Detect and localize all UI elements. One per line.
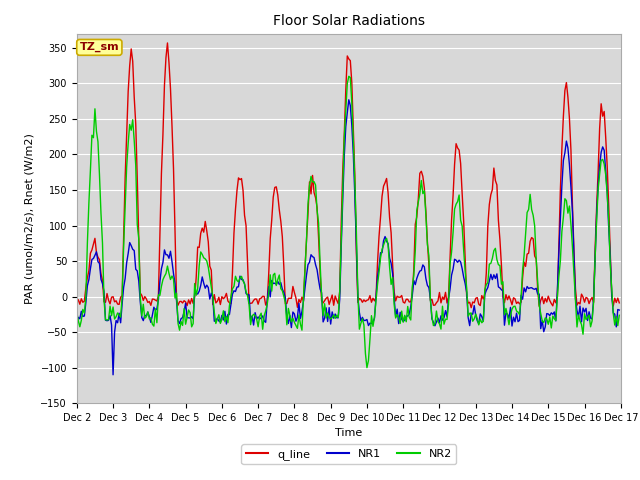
NR1 xyxy=(345,97,353,103)
Line: q_line: q_line xyxy=(77,43,620,308)
q_line xyxy=(312,195,319,201)
NR2 xyxy=(616,312,623,318)
Y-axis label: PAR (umol/m2/s), Rnet (W/m2): PAR (umol/m2/s), Rnet (W/m2) xyxy=(25,133,35,304)
NR2 xyxy=(253,316,260,322)
q_line xyxy=(254,301,262,307)
q_line xyxy=(588,295,596,300)
NR1 xyxy=(73,318,81,324)
q_line xyxy=(164,40,172,46)
Title: Floor Solar Radiations: Floor Solar Radiations xyxy=(273,14,425,28)
NR2 xyxy=(588,318,596,324)
q_line xyxy=(236,177,244,182)
NR1 xyxy=(588,316,596,322)
Line: NR2: NR2 xyxy=(77,76,620,368)
q_line xyxy=(73,299,81,305)
q_line xyxy=(140,298,147,303)
q_line xyxy=(264,299,271,304)
NR1 xyxy=(264,298,271,304)
NR1 xyxy=(236,273,244,279)
NR2 xyxy=(363,365,371,371)
NR2 xyxy=(140,301,147,307)
Legend: q_line, NR1, NR2: q_line, NR1, NR2 xyxy=(241,444,456,464)
NR2 xyxy=(262,308,269,314)
NR2 xyxy=(73,310,81,315)
NR1 xyxy=(109,372,117,378)
NR1 xyxy=(254,314,262,320)
NR1 xyxy=(141,312,148,318)
q_line xyxy=(467,305,475,311)
Line: NR1: NR1 xyxy=(77,100,620,375)
X-axis label: Time: Time xyxy=(335,429,362,438)
NR2 xyxy=(345,73,353,79)
Text: TZ_sm: TZ_sm xyxy=(79,42,119,52)
NR1 xyxy=(312,262,319,267)
NR2 xyxy=(235,279,243,285)
q_line xyxy=(616,300,623,306)
NR1 xyxy=(616,307,623,313)
NR2 xyxy=(310,179,318,184)
